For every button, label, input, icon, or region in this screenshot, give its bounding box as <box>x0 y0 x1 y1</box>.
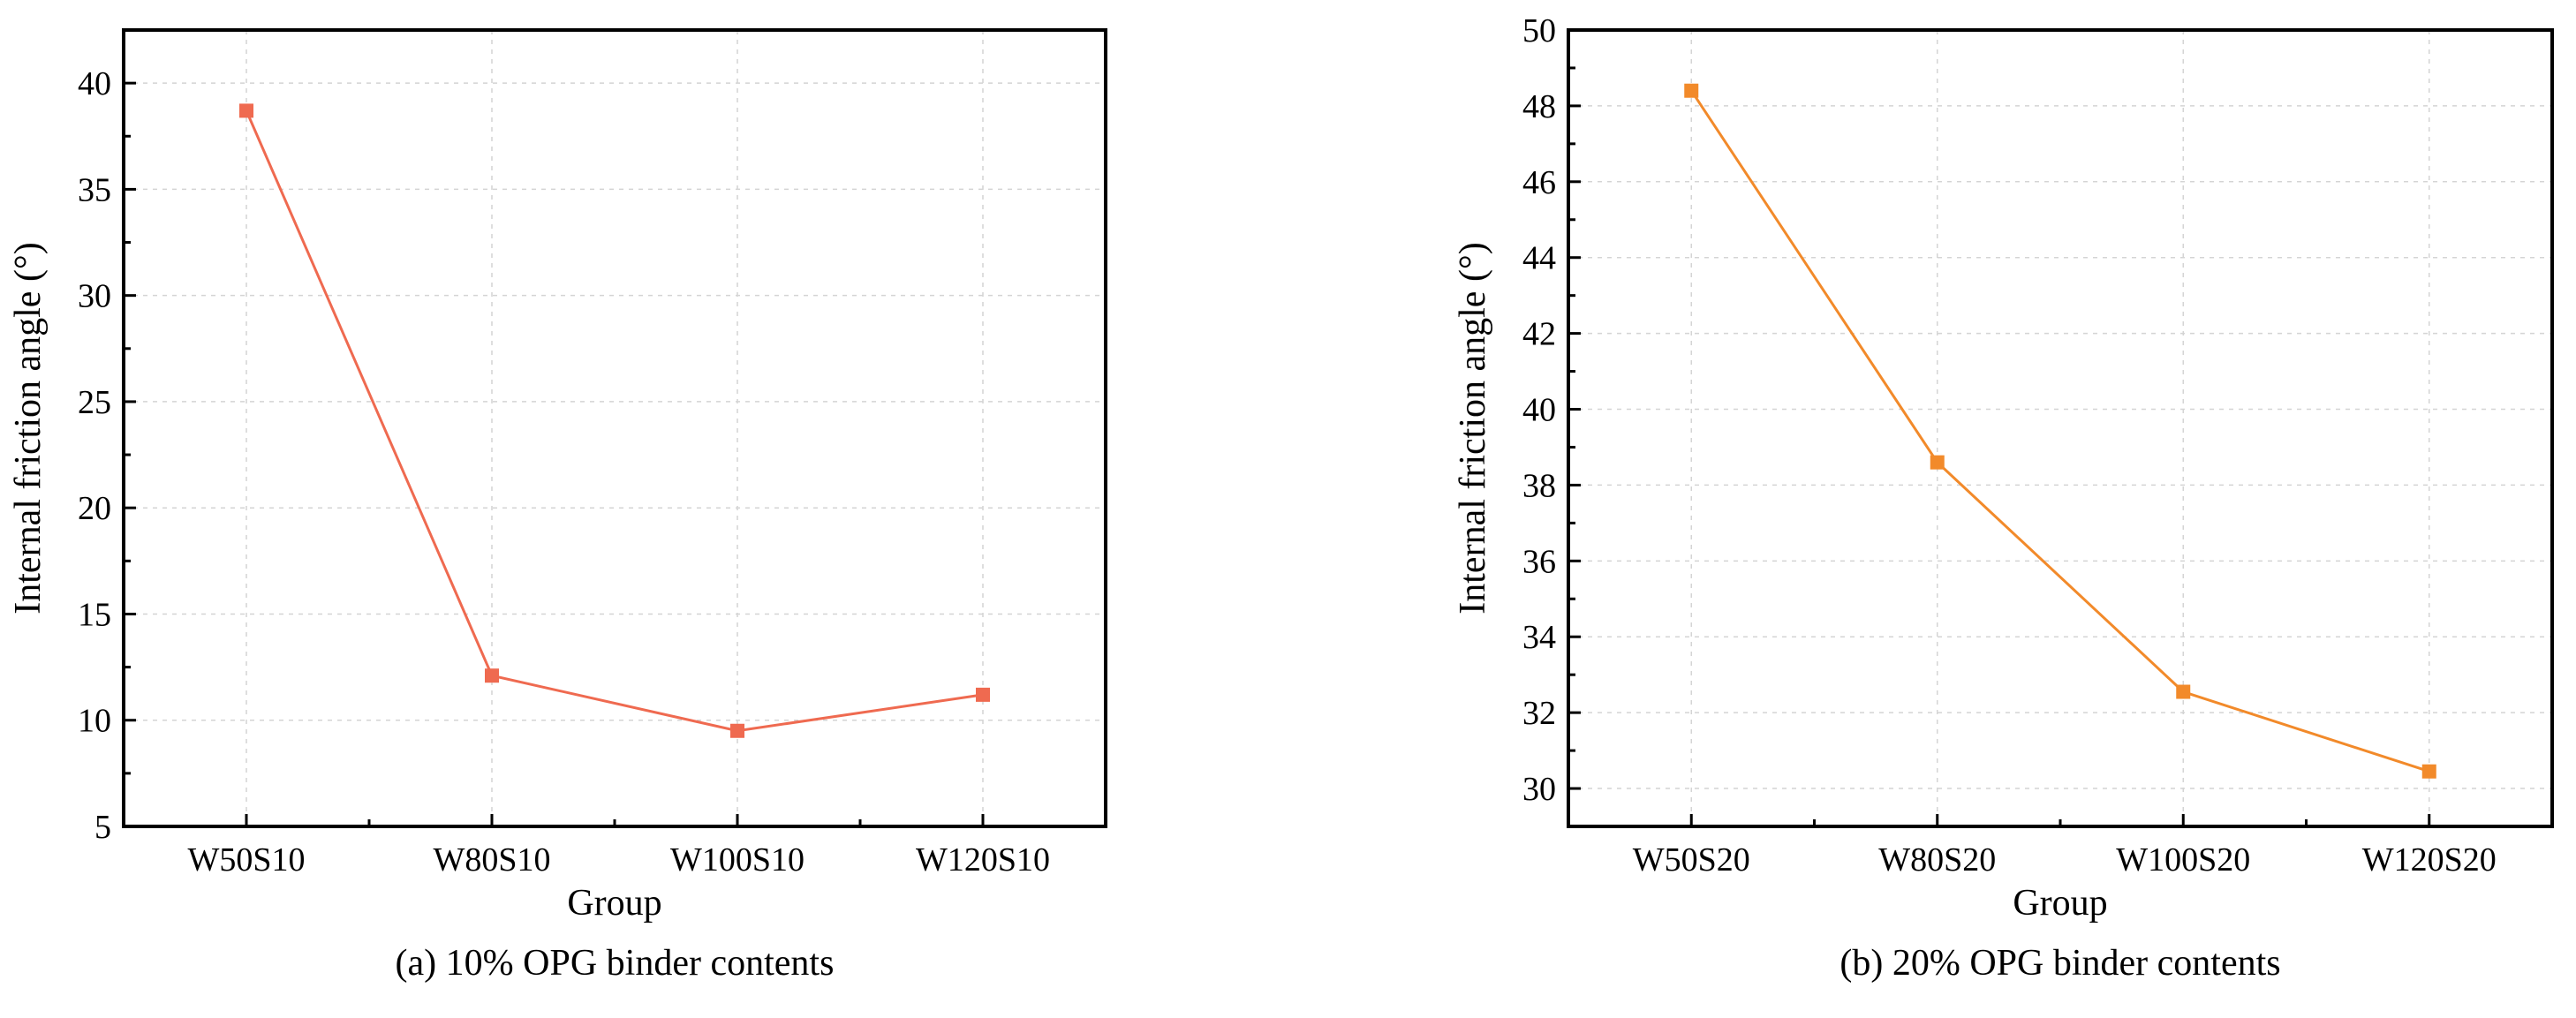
chart-a-y-tick-label: 15 <box>78 596 111 633</box>
chart-b-y-tick-label: 50 <box>1522 12 1556 49</box>
chart-b-caption: (b) 20% OPG binder contents <box>1839 943 2280 984</box>
chart-a-series <box>239 103 990 738</box>
chart-a-point-W100S10 <box>730 723 744 738</box>
chart-b-point-W120S20 <box>2421 764 2436 779</box>
chart-b-ticks <box>1568 28 2431 828</box>
chart-b-y-tick-label: 40 <box>1522 392 1556 429</box>
chart-a-ticks <box>124 28 985 828</box>
chart-a-y-axis-title: Internal friction angle (°) <box>8 242 49 614</box>
chart-a-point-W80S10 <box>485 668 499 683</box>
chart-a-10-percent-opg: 5 10 15 20 25 30 35 40 W50S10 W80S10 W100S10 W120S1… <box>8 28 1107 984</box>
chart-a-plot-frame <box>122 28 1107 828</box>
chart-b-20-percent-opg: 30 32 34 36 38 40 42 44 46 48 50 W50S20 W80S20 W100S2… <box>1453 12 2554 984</box>
chart-a-grid <box>124 30 1106 827</box>
chart-a-x-tick-label: W100S10 <box>670 841 805 878</box>
chart-a-y-tick-label: 25 <box>78 384 111 421</box>
chart-b-y-tick-label: 32 <box>1522 695 1556 732</box>
chart-a-series-line <box>245 109 984 733</box>
chart-b-x-tick-label: W100S20 <box>2116 841 2250 878</box>
chart-b-plot-frame <box>1567 28 2554 828</box>
chart-b-y-tick-label: 34 <box>1522 619 1556 656</box>
chart-a-y-tick-label: 30 <box>78 278 111 315</box>
chart-b-labels: 30 32 34 36 38 40 42 44 46 48 50 W50S20 W80S20 W100S2… <box>1522 12 2497 878</box>
chart-b-x-tick-label: W80S20 <box>1878 841 1996 878</box>
chart-a-y-tick-label: 5 <box>94 809 111 846</box>
chart-a-x-tick-label: W120S10 <box>916 841 1050 878</box>
chart-a-x-tick-label: W50S10 <box>188 841 306 878</box>
chart-b-x-axis-title: Group <box>2013 883 2107 924</box>
chart-b-x-tick-label: W120S20 <box>2362 841 2497 878</box>
chart-b-y-tick-label: 38 <box>1522 467 1556 504</box>
chart-b-series-line <box>1689 89 2430 773</box>
chart-a-labels: 5 10 15 20 25 30 35 40 W50S10 W80S10 W100S10 W120S1… <box>78 65 1050 878</box>
chart-b-series <box>1684 83 2436 779</box>
chart-a-x-tick-label: W80S10 <box>434 841 551 878</box>
chart-b-y-tick-label: 48 <box>1522 88 1556 125</box>
chart-b-y-tick-label: 44 <box>1522 240 1556 277</box>
chart-a-y-tick-label: 10 <box>78 703 111 740</box>
chart-b-point-W80S20 <box>1930 455 1945 470</box>
chart-a-y-tick-label: 40 <box>78 65 111 102</box>
chart-a-x-axis-title: Group <box>567 883 661 924</box>
chart-a-y-tick-label: 35 <box>78 171 111 208</box>
chart-b-y-tick-label: 46 <box>1522 164 1556 201</box>
chart-b-y-tick-label: 36 <box>1522 543 1556 580</box>
chart-b-point-W50S20 <box>1684 83 1699 98</box>
chart-b-y-axis-title: Internal friction angle (°) <box>1453 242 1493 614</box>
chart-b-y-tick-label: 30 <box>1522 771 1556 808</box>
chart-b-point-W100S20 <box>2176 684 2191 699</box>
chart-a-point-W50S10 <box>239 103 253 118</box>
chart-b-grid <box>1568 29 2552 826</box>
chart-a-y-tick-label: 20 <box>78 490 111 527</box>
chart-b-x-tick-label: W50S20 <box>1633 841 1750 878</box>
chart-a-caption: (a) 10% OPG binder contents <box>396 943 835 984</box>
chart-b-y-tick-label: 42 <box>1522 316 1556 353</box>
chart-a-point-W120S10 <box>976 687 990 702</box>
